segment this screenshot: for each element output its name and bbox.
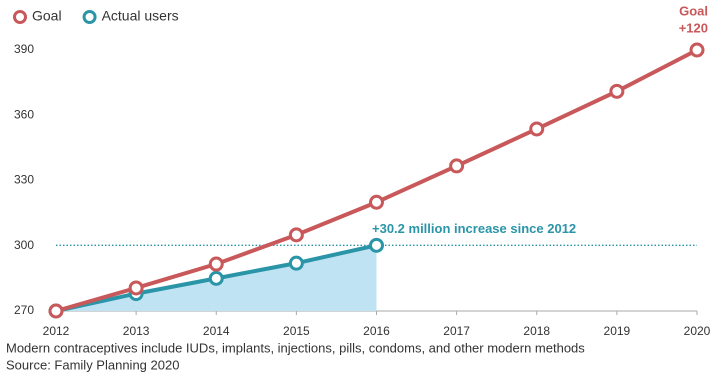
legend-marker [13,10,27,24]
point [208,256,224,272]
point [449,158,465,174]
point [208,270,224,286]
y-tick-label: 300 [14,238,34,252]
point [288,227,304,243]
y-tick-label: 390 [14,42,34,56]
y-tick-label: 330 [14,173,34,187]
x-tick-label: 2019 [604,324,631,338]
point [609,83,625,99]
point [128,280,144,296]
x-tick-label: 2014 [203,324,230,338]
point [369,194,384,210]
x-tick-label: 2016 [363,324,390,338]
point [369,237,384,253]
legend-marker [82,10,97,24]
point [48,303,64,319]
legend-label: Goal [32,8,62,24]
x-tick-label: 2015 [283,324,310,338]
x-tick-label: 2018 [523,324,550,338]
note: Modern contraceptives include IUDs, impl… [6,340,585,355]
reference-label: +30.2 million increase since 2012 [372,221,576,236]
point [689,42,705,58]
y-tick-label: 360 [14,107,34,121]
end-label: +120 [679,20,708,35]
x-tick-label: 2013 [123,324,150,338]
end-label: Goal [679,3,708,18]
x-tick-label: 2012 [43,324,70,338]
x-tick-label: 2017 [443,324,470,338]
legend-label: Actual users [102,8,179,24]
point [288,255,304,271]
source: Source: Family Planning 2020 [6,357,179,372]
point [529,121,545,137]
x-tick-label: 2020 [684,324,711,338]
y-tick-label: 270 [14,303,34,317]
